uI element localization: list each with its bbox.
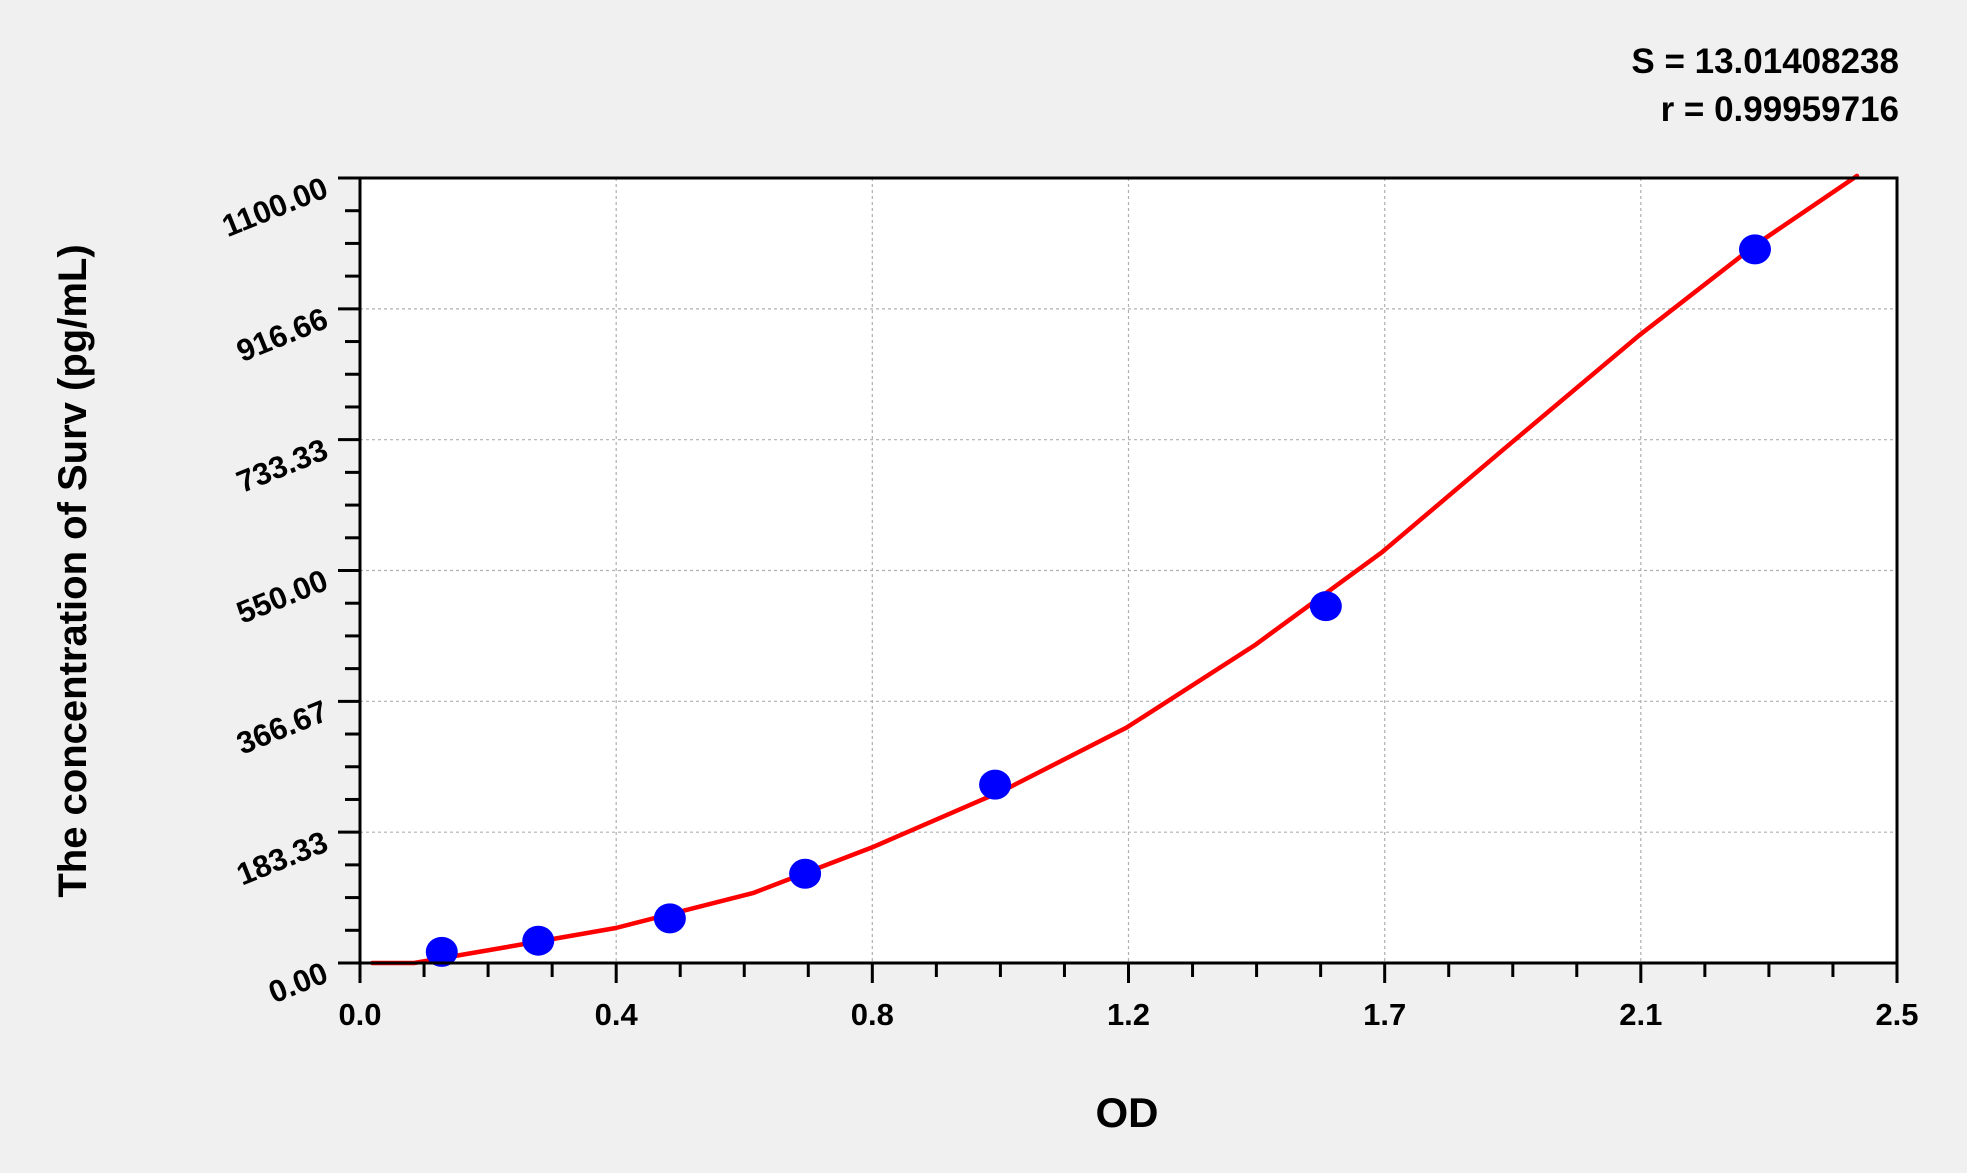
data-point — [522, 925, 555, 956]
x-tick-label: 0.4 — [595, 997, 639, 1032]
y-tick-label: 366.67 — [232, 693, 333, 761]
x-tick-label: 2.5 — [1875, 997, 1918, 1032]
data-point — [979, 769, 1012, 800]
data-point — [425, 936, 458, 967]
x-tick-label: 2.1 — [1619, 997, 1662, 1032]
x-axis-title: OD — [1096, 1089, 1159, 1136]
fit-curve-group — [370, 173, 1860, 966]
data-point — [1738, 234, 1771, 265]
data-point — [1309, 591, 1342, 622]
x-tick-label: 0.8 — [851, 997, 894, 1032]
y-tick-label: 916.66 — [232, 301, 333, 369]
x-tick-label: 1.7 — [1363, 997, 1406, 1032]
axis-ticks — [338, 176, 1899, 983]
s-statistic: S = 13.01408238 — [1631, 42, 1899, 81]
y-axis-title: The concentration of Surv (pg/mL) — [51, 244, 95, 897]
data-point — [789, 858, 822, 889]
y-tick-label: 733.33 — [232, 432, 333, 500]
data-point — [653, 903, 686, 934]
fit-curve — [370, 173, 1860, 966]
grid — [360, 178, 1897, 963]
y-tick-label: 1100.00 — [217, 170, 332, 244]
y-tick-label: 183.33 — [232, 824, 333, 892]
r-statistic: r = 0.99959716 — [1660, 90, 1899, 129]
x-tick-label: 0.0 — [338, 997, 381, 1032]
y-tick-label: 550.00 — [232, 563, 333, 631]
y-tick-label: 0.00 — [264, 955, 333, 1010]
x-tick-label: 1.2 — [1107, 997, 1150, 1032]
data-points — [425, 234, 1771, 967]
